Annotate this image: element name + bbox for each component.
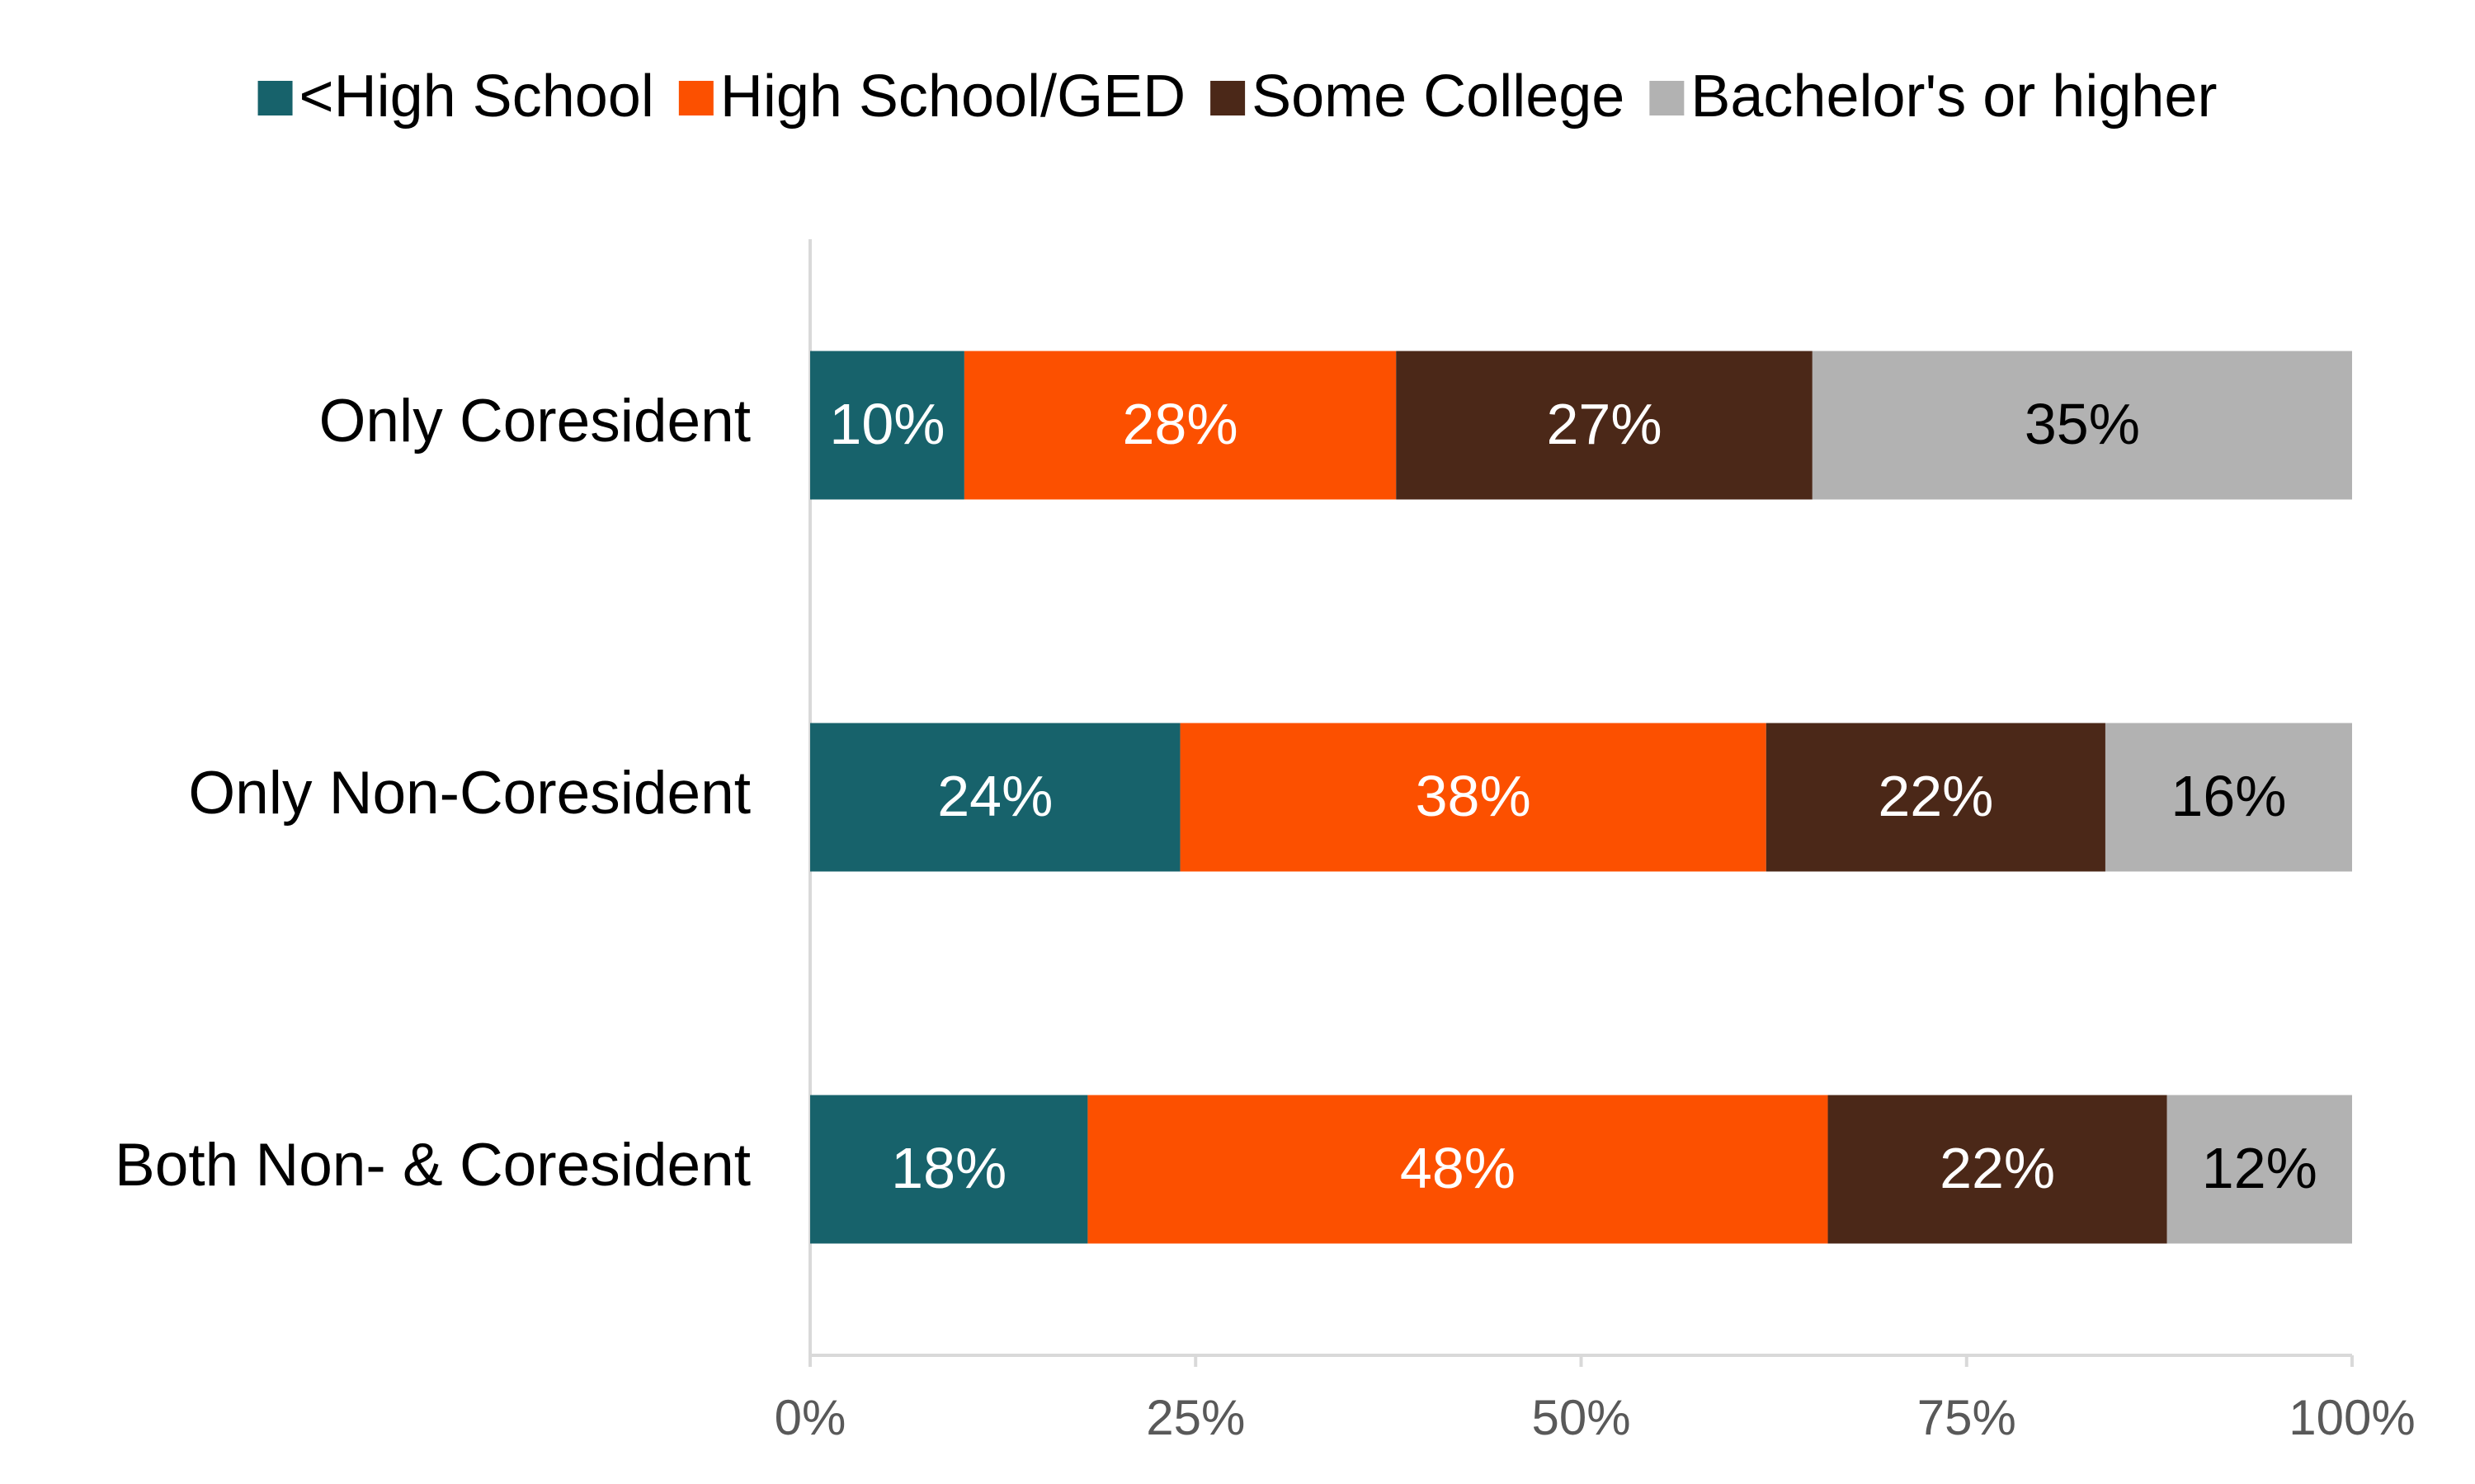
value-label: 28%: [1123, 392, 1238, 456]
bar-segment: [810, 723, 1181, 872]
legend-label: Some College: [1252, 64, 1624, 130]
value-label: 10%: [829, 392, 945, 456]
y-tick-label: Only Coresident: [319, 388, 751, 455]
x-tick-label: 75%: [1917, 1390, 2016, 1445]
x-tick-label: 25%: [1146, 1390, 1245, 1445]
value-label: 27%: [1546, 392, 1662, 456]
bar-segment: [2166, 1095, 2352, 1244]
legend-label: Bachelor's or higher: [1690, 64, 2217, 130]
bar-segment: [1827, 1095, 2167, 1244]
legend-label: <High School: [299, 64, 654, 130]
bar-segment: [1396, 351, 1813, 500]
bar-segment: [1812, 351, 2352, 500]
x-tick-label: 50%: [1531, 1390, 1630, 1445]
value-label: 35%: [2025, 392, 2140, 456]
legend-swatch: [678, 81, 714, 115]
bar-segment: [1766, 723, 2105, 872]
value-label: 22%: [1878, 764, 1993, 828]
value-label: 22%: [1940, 1136, 2055, 1200]
legend-swatch: [257, 81, 293, 115]
bar-segment: [2105, 723, 2352, 872]
value-label: 12%: [2202, 1136, 2317, 1200]
x-tick-label: 100%: [2289, 1390, 2415, 1445]
value-label: 16%: [2171, 764, 2286, 828]
bar-segment: [810, 351, 964, 500]
legend-swatch: [1649, 81, 1685, 115]
value-label: 38%: [1416, 764, 1531, 828]
x-tick-label: 0%: [775, 1390, 846, 1445]
bar-segment: [1180, 723, 1766, 872]
bar-segment: [810, 1095, 1088, 1244]
bar-segment: [1087, 1095, 1828, 1244]
value-label: 48%: [1400, 1136, 1516, 1200]
value-label: 18%: [891, 1136, 1006, 1200]
y-tick-label: Both Non- & Coresident: [115, 1132, 751, 1199]
legend-label: High School/GED: [720, 64, 1186, 130]
value-label: 24%: [937, 764, 1053, 828]
y-tick-label: Only Non-Coresident: [188, 760, 751, 827]
bar-segment: [964, 351, 1397, 500]
legend-swatch: [1210, 81, 1246, 115]
